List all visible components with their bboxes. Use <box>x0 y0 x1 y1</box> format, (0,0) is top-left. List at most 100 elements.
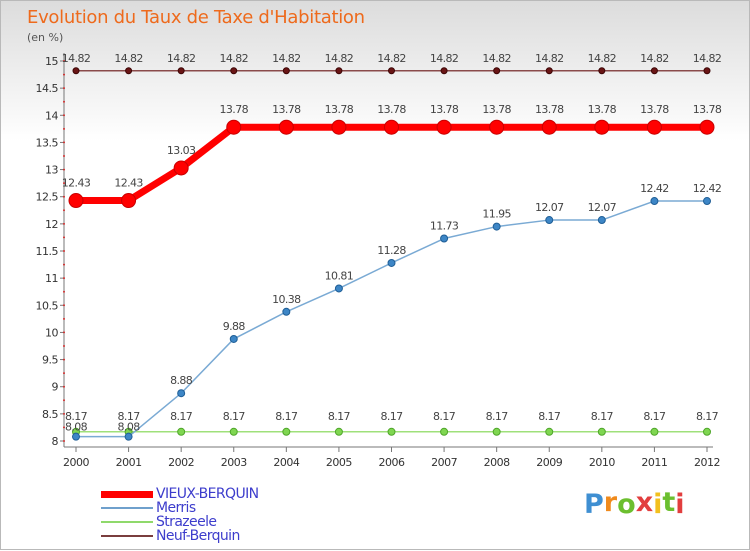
data-label: 12.43 <box>114 177 143 190</box>
legend-item: Merris <box>101 500 301 516</box>
data-label: 14.82 <box>482 52 511 65</box>
data-label: 11.95 <box>482 208 511 221</box>
data-point <box>545 427 554 436</box>
data-point <box>68 193 84 209</box>
data-label: 13.78 <box>640 103 669 116</box>
data-point <box>650 197 659 206</box>
y-minor-tick <box>63 345 65 347</box>
data-label: 8.17 <box>643 410 666 423</box>
y-minor-tick <box>63 100 65 103</box>
data-label: 12.43 <box>62 177 91 190</box>
y-minor-tick <box>63 250 65 252</box>
y-tick-label: 14.5 <box>36 82 59 95</box>
data-point <box>387 427 396 436</box>
data-label: 11.73 <box>430 220 459 233</box>
data-label: 14.82 <box>220 52 249 65</box>
data-label: 14.82 <box>167 52 196 65</box>
data-point <box>72 432 80 441</box>
legend-label: Strazeele <box>156 514 217 530</box>
data-point <box>229 427 238 436</box>
data-point <box>387 258 396 267</box>
data-point <box>177 389 186 398</box>
x-tick-label: 2012 <box>694 456 720 469</box>
data-point <box>594 119 610 135</box>
data-point <box>440 427 449 436</box>
data-point <box>229 334 238 343</box>
y-tick-label: 15 <box>45 55 58 68</box>
y-tick-label: 9 <box>52 381 59 394</box>
data-label: 8.17 <box>65 410 88 423</box>
legend-swatch <box>101 521 153 523</box>
data-label: 8.08 <box>118 421 141 434</box>
y-minor-tick <box>63 317 65 320</box>
data-label: 13.78 <box>377 103 406 116</box>
data-label: 13.78 <box>588 103 617 116</box>
x-tick-label: 2000 <box>63 456 89 469</box>
legend-item: VIEUX-BERQUIN <box>101 486 301 502</box>
data-label: 14.82 <box>693 52 722 65</box>
legend-label: Neuf-Berquin <box>156 528 240 544</box>
data-point <box>597 216 606 225</box>
y-minor-tick <box>63 440 65 442</box>
data-point <box>703 197 711 206</box>
x-tick-label: 2002 <box>168 456 194 469</box>
data-label: 14.82 <box>588 52 617 65</box>
data-label: 12.42 <box>640 182 669 195</box>
y-minor-tick <box>63 331 65 334</box>
data-label: 8.17 <box>223 410 246 423</box>
y-minor-tick <box>63 263 65 266</box>
y-tick-label: 14 <box>45 109 58 122</box>
data-point <box>650 67 658 75</box>
data-label: 13.78 <box>220 103 249 116</box>
y-tick-label: 10 <box>45 326 58 339</box>
data-label: 13.78 <box>535 103 564 116</box>
data-point <box>226 119 242 135</box>
proxiti-logo: Proxiti <box>584 487 685 520</box>
data-point <box>334 427 343 436</box>
data-label: 8.17 <box>170 410 193 423</box>
y-minor-tick <box>63 209 65 212</box>
y-minor-tick <box>63 412 65 415</box>
data-label: 9.88 <box>223 320 246 333</box>
data-label: 8.08 <box>65 421 88 434</box>
chart-title: Evolution du Taux de Taxe d'Habitation <box>27 7 365 28</box>
data-label: 11.28 <box>377 244 406 257</box>
data-label: 13.78 <box>325 103 354 116</box>
data-label: 8.17 <box>380 410 403 423</box>
x-tick-label: 2009 <box>536 456 562 469</box>
y-tick-label: 9.5 <box>42 354 58 367</box>
y-minor-tick <box>63 290 65 293</box>
y-minor-tick <box>63 236 65 239</box>
data-label: 8.17 <box>538 410 561 423</box>
data-point <box>335 67 343 75</box>
data-label: 8.88 <box>170 374 193 387</box>
data-point <box>541 119 557 135</box>
y-minor-tick <box>63 399 65 402</box>
data-point <box>545 216 554 225</box>
y-minor-tick <box>63 168 65 171</box>
data-point <box>492 222 501 231</box>
y-minor-tick <box>63 114 65 117</box>
data-point <box>177 67 185 75</box>
y-minor-tick <box>63 127 65 130</box>
x-tick-label: 2006 <box>379 456 405 469</box>
y-minor-tick <box>63 60 65 62</box>
y-tick-label: 10.5 <box>36 299 59 312</box>
legend-swatch <box>101 490 153 498</box>
data-point <box>699 119 715 135</box>
data-label: 13.78 <box>482 103 511 116</box>
data-point <box>230 67 238 75</box>
data-point <box>703 67 711 75</box>
data-point <box>492 427 501 436</box>
data-label: 13.78 <box>430 103 459 116</box>
data-point <box>440 234 449 243</box>
data-label: 12.42 <box>693 182 722 195</box>
data-point <box>177 427 186 436</box>
data-label: 14.82 <box>114 52 143 65</box>
legend-swatch <box>101 535 153 537</box>
data-point <box>121 193 137 209</box>
data-point <box>72 67 80 75</box>
data-point <box>278 119 294 135</box>
legend-label: Merris <box>156 500 196 516</box>
